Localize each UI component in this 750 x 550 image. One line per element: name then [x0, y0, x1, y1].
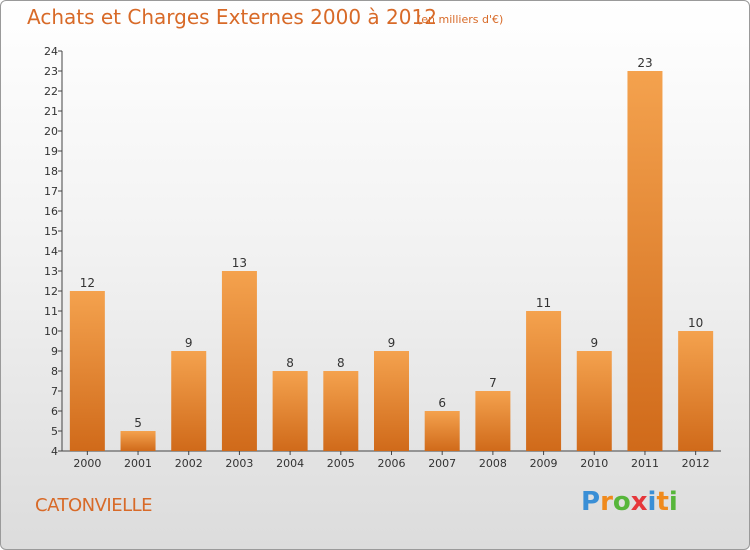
x-tick-label: 2010 — [580, 457, 608, 470]
data-label: 10 — [688, 316, 703, 330]
data-label: 8 — [337, 356, 345, 370]
bar — [576, 351, 612, 451]
y-tick-label: 4 — [51, 445, 58, 458]
y-tick-label: 15 — [44, 225, 58, 238]
y-tick-label: 12 — [44, 285, 58, 298]
data-label: 13 — [232, 256, 247, 270]
x-tick-label: 2000 — [73, 457, 101, 470]
logo-letter: t — [656, 487, 669, 517]
y-tick-label: 14 — [44, 245, 58, 258]
x-tick-label: 2006 — [378, 457, 406, 470]
x-tick-label: 2008 — [479, 457, 507, 470]
bar — [120, 431, 156, 451]
x-tick-label: 2003 — [225, 457, 253, 470]
proxiti-logo: Proxiti — [581, 487, 678, 517]
x-tick-label: 2011 — [631, 457, 659, 470]
bar — [627, 71, 663, 451]
data-label: 5 — [134, 416, 142, 430]
y-tick-label: 24 — [44, 45, 58, 58]
y-tick-label: 5 — [51, 425, 58, 438]
bar — [69, 291, 105, 451]
logo-letter: i — [668, 487, 678, 517]
y-tick-label: 6 — [51, 405, 58, 418]
y-tick-label: 13 — [44, 265, 58, 278]
x-tick-label: 2002 — [175, 457, 203, 470]
data-label: 9 — [590, 336, 598, 350]
y-tick-label: 11 — [44, 305, 58, 318]
x-tick-label: 2004 — [276, 457, 304, 470]
y-tick-label: 9 — [51, 345, 58, 358]
y-tick-label: 18 — [44, 165, 58, 178]
data-label: 8 — [286, 356, 294, 370]
chart-unit-label: (en milliers d'€) — [417, 13, 504, 26]
x-tick-label: 2007 — [428, 457, 456, 470]
y-tick-label: 17 — [44, 185, 58, 198]
y-tick-label: 23 — [44, 65, 58, 78]
bar — [475, 391, 511, 451]
logo-letter: x — [630, 487, 648, 517]
x-tick-label: 2009 — [530, 457, 558, 470]
data-label: 11 — [536, 296, 551, 310]
x-tick-label: 2001 — [124, 457, 152, 470]
y-tick-label: 7 — [51, 385, 58, 398]
bar — [221, 271, 257, 451]
bar — [526, 311, 562, 451]
logo-letter: P — [581, 487, 601, 517]
y-tick-label: 21 — [44, 105, 58, 118]
data-label: 12 — [80, 276, 95, 290]
y-tick-label: 19 — [44, 145, 58, 158]
x-tick-label: 2005 — [327, 457, 355, 470]
bar — [424, 411, 460, 451]
y-tick-label: 8 — [51, 365, 58, 378]
bar — [323, 371, 359, 451]
y-tick-label: 20 — [44, 125, 58, 138]
x-tick-label: 2012 — [682, 457, 710, 470]
data-label: 9 — [388, 336, 396, 350]
logo-letter: o — [612, 487, 631, 517]
logo-letter: i — [647, 487, 657, 517]
bar — [678, 331, 714, 451]
commune-name: CATONVIELLE — [35, 495, 153, 516]
chart-title: Achats et Charges Externes 2000 à 2012 — [27, 5, 437, 29]
bar — [374, 351, 409, 451]
bar — [171, 351, 207, 451]
data-label: 7 — [489, 376, 497, 390]
logo-letter: r — [600, 487, 613, 517]
y-tick-label: 10 — [44, 325, 58, 338]
bar — [272, 371, 308, 451]
y-tick-label: 22 — [44, 85, 58, 98]
data-label: 6 — [438, 396, 446, 410]
y-tick-label: 16 — [44, 205, 58, 218]
data-label: 23 — [637, 56, 652, 70]
data-label: 9 — [185, 336, 193, 350]
